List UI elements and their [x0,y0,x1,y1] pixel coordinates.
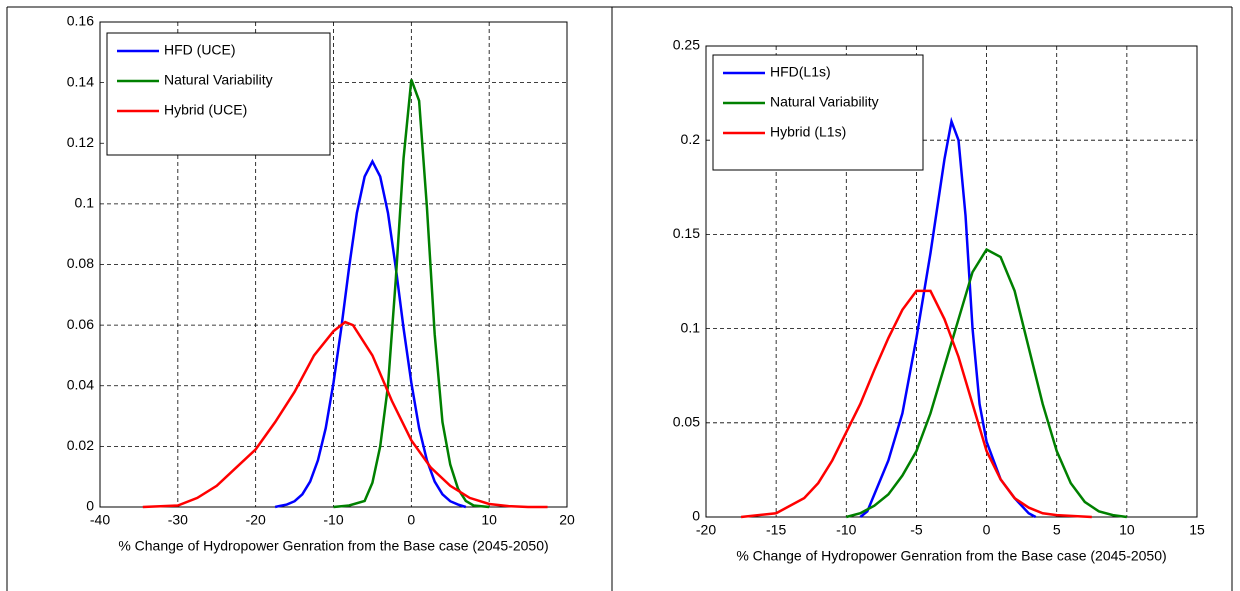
legend-label: HFD(L1s) [770,64,831,80]
legend-box [106,32,331,156]
data-line [274,158,467,509]
data-line [845,247,1128,519]
y-tick-label: 0.16 [67,13,94,29]
x-tick-label: -30 [168,512,188,528]
legend-label: Hybrid (UCE) [164,102,247,118]
x-tick-label: 20 [559,512,575,528]
plot-border [705,45,1198,518]
y-tick-label: 0.1 [681,319,701,335]
x-tick-label: 0 [983,522,991,538]
legend-label: HFD (UCE) [164,42,236,58]
x-tick-label: -40 [90,512,110,528]
y-tick-label: 0.14 [67,73,94,89]
y-tick-label: 0 [86,498,94,514]
x-tick-label: 10 [1119,522,1135,538]
x-tick-label: -20 [246,512,266,528]
y-tick-label: 0.08 [67,255,94,271]
legend-label: Hybrid (L1s) [770,124,846,140]
x-tick-label: 15 [1189,522,1205,538]
x-tick-label: -10 [836,522,856,538]
y-tick-label: 0.02 [67,437,94,453]
y-tick-label: 0.15 [673,225,700,241]
y-tick-label: 0.25 [673,37,700,53]
y-tick-label: 0.1 [75,195,95,211]
y-tick-label: 0.12 [67,134,94,150]
legend-label: Natural Variability [770,94,879,110]
x-tick-label: 5 [1053,522,1061,538]
y-tick-label: 0.2 [681,131,701,147]
x-tick-label: -20 [696,522,716,538]
x-tick-label: -10 [323,512,343,528]
legend-label: Natural Variability [164,72,273,88]
data-line [740,289,1092,519]
y-tick-label: 0.06 [67,316,94,332]
x-axis-label: % Change of Hydropower Genration from th… [736,548,1166,564]
y-tick-label: 0.05 [673,414,700,430]
x-axis-label: % Change of Hydropower Genration from th… [118,538,548,554]
x-tick-label: -5 [910,522,923,538]
data-line [142,320,548,509]
x-tick-label: -15 [766,522,786,538]
x-tick-label: 10 [481,512,497,528]
y-tick-label: 0 [692,508,700,524]
x-tick-label: 0 [407,512,415,528]
y-tick-label: 0.04 [67,376,94,392]
